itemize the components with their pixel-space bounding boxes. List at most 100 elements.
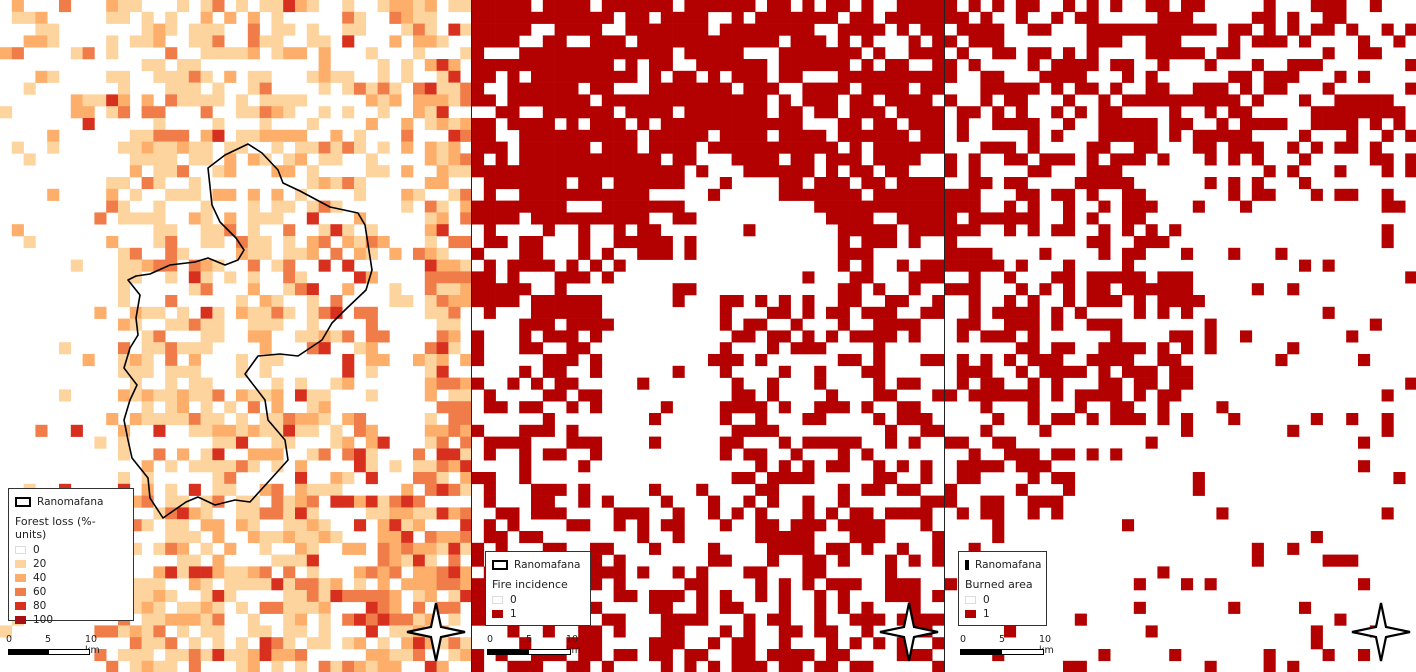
raster-cell xyxy=(200,342,213,355)
raster-cell xyxy=(177,188,190,201)
raster-cell xyxy=(968,472,981,485)
raster-cell xyxy=(259,578,272,591)
scale-label-5: 5 xyxy=(999,634,1006,645)
raster-cell xyxy=(247,23,260,36)
raster-cell xyxy=(708,59,721,72)
raster-cell xyxy=(448,0,461,13)
raster-cell xyxy=(649,177,662,190)
raster-cell xyxy=(1122,519,1135,532)
raster-cell xyxy=(637,212,650,225)
raster-cell xyxy=(153,342,166,355)
raster-cell xyxy=(849,165,862,178)
raster-cell xyxy=(731,507,744,520)
raster-cell xyxy=(920,306,933,319)
raster-cell xyxy=(601,271,614,284)
raster-cell xyxy=(1169,129,1182,142)
raster-cell xyxy=(908,35,921,48)
raster-cell xyxy=(1086,0,1099,13)
raster-cell xyxy=(377,436,390,449)
raster-cell xyxy=(318,236,331,249)
raster-cell xyxy=(200,11,213,24)
raster-cell xyxy=(165,542,178,555)
raster-cell xyxy=(980,212,993,225)
raster-cell xyxy=(802,507,815,520)
raster-cell xyxy=(861,94,874,107)
raster-cell xyxy=(945,35,958,48)
raster-cell xyxy=(106,47,119,60)
raster-cell xyxy=(945,283,958,296)
raster-cell xyxy=(153,212,166,225)
boundary-swatch xyxy=(492,560,508,570)
raster-cell xyxy=(259,413,272,426)
raster-cell xyxy=(578,212,591,225)
raster-cell xyxy=(165,365,178,378)
raster-cell xyxy=(849,70,862,83)
raster-cell xyxy=(861,224,874,237)
raster-cell xyxy=(424,82,437,95)
raster-cell xyxy=(118,342,131,355)
raster-cell xyxy=(1405,23,1416,36)
raster-cell xyxy=(1027,306,1040,319)
raster-cell xyxy=(731,106,744,119)
raster-cell xyxy=(318,637,331,650)
raster-cell xyxy=(956,23,969,36)
raster-cell xyxy=(861,129,874,142)
raster-cell xyxy=(755,118,768,131)
raster-cell xyxy=(968,165,981,178)
raster-cell xyxy=(436,578,449,591)
raster-cell xyxy=(731,59,744,72)
raster-cell xyxy=(743,495,756,508)
raster-cell xyxy=(802,129,815,142)
raster-cell xyxy=(118,625,131,638)
raster-cell xyxy=(590,601,603,614)
raster-cell xyxy=(153,613,166,626)
raster-cell xyxy=(389,625,402,638)
raster-cell xyxy=(932,259,944,272)
raster-cell xyxy=(483,519,496,532)
raster-cell xyxy=(590,448,603,461)
raster-cell xyxy=(531,424,544,437)
raster-cell xyxy=(1098,129,1111,142)
raster-cell xyxy=(554,483,567,496)
raster-cell xyxy=(637,519,650,532)
raster-cell xyxy=(790,625,803,638)
raster-cell xyxy=(424,531,437,544)
raster-cell xyxy=(365,82,378,95)
raster-cell xyxy=(767,0,780,13)
raster-cell xyxy=(283,0,296,13)
raster-cell xyxy=(1015,306,1028,319)
raster-cell xyxy=(129,35,142,48)
raster-cell xyxy=(873,365,886,378)
raster-cell xyxy=(424,413,437,426)
raster-cell xyxy=(283,129,296,142)
raster-cell xyxy=(472,271,485,284)
raster-cell xyxy=(802,495,815,508)
raster-cell xyxy=(342,413,355,426)
raster-cell xyxy=(188,424,201,437)
raster-cell xyxy=(861,330,874,343)
raster-cell xyxy=(660,23,673,36)
raster-cell xyxy=(837,188,850,201)
raster-cell xyxy=(1381,94,1394,107)
raster-cell xyxy=(601,200,614,213)
raster-cell xyxy=(1110,377,1123,390)
raster-cell xyxy=(980,177,993,190)
raster-cell xyxy=(259,247,272,260)
raster-cell xyxy=(271,601,284,614)
raster-cell xyxy=(1063,365,1076,378)
raster-cell xyxy=(849,23,862,36)
raster-cell xyxy=(684,0,697,13)
raster-cell xyxy=(129,354,142,367)
raster-cell xyxy=(885,70,898,83)
raster-cell xyxy=(601,318,614,331)
raster-cell xyxy=(1027,318,1040,331)
raster-cell xyxy=(956,330,969,343)
raster-cell xyxy=(896,578,909,591)
raster-cell xyxy=(129,413,142,426)
raster-cell xyxy=(649,200,662,213)
raster-cell xyxy=(448,483,461,496)
raster-cell xyxy=(424,542,437,555)
raster-cell xyxy=(896,11,909,24)
raster-cell xyxy=(401,531,414,544)
raster-cell xyxy=(11,224,24,237)
